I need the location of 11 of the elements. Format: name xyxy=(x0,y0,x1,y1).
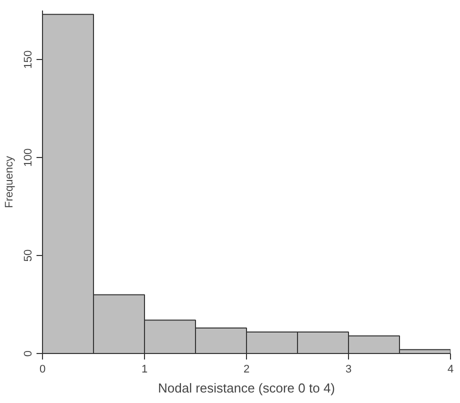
x-tick-label: 3 xyxy=(345,364,352,376)
y-tick-label: 100 xyxy=(22,148,34,167)
y-tick-label: 0 xyxy=(22,350,34,357)
x-tick-label: 0 xyxy=(39,364,46,376)
x-axis-title: Nodal resistance (score 0 to 4) xyxy=(158,380,336,396)
y-tick-label: 50 xyxy=(22,249,34,262)
y-axis-title: Frequency xyxy=(4,156,16,208)
x-tick-label: 2 xyxy=(243,364,250,376)
x-tick-label: 4 xyxy=(447,364,454,376)
y-tick-label: 150 xyxy=(22,50,34,69)
x-tick-label: 1 xyxy=(141,364,148,376)
